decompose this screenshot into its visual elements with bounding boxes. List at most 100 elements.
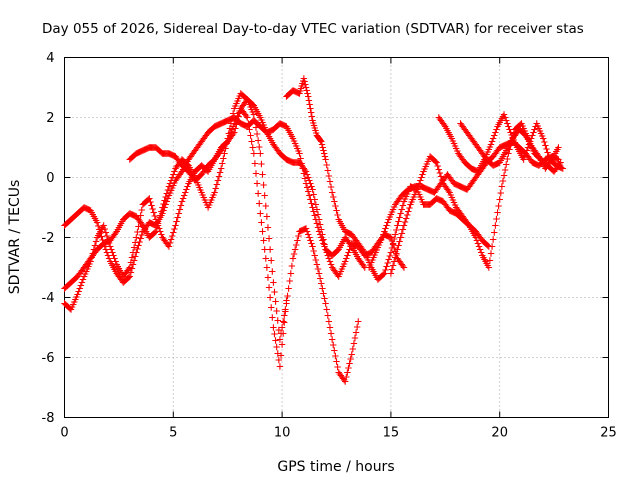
data-point <box>334 363 341 371</box>
data-point <box>102 229 110 236</box>
data-point <box>321 241 328 248</box>
data-point <box>247 132 254 139</box>
data-point <box>398 206 405 213</box>
y-tick-label: -2 <box>42 231 55 246</box>
data-point <box>165 243 173 250</box>
data-point <box>234 117 241 124</box>
data-point <box>163 190 170 197</box>
data-point <box>331 347 338 354</box>
data-point <box>257 210 264 217</box>
data-point <box>342 378 349 385</box>
y-axis-label: SDTVAR / TECUs <box>7 180 23 295</box>
data-point <box>171 168 178 175</box>
data-point <box>401 218 409 226</box>
data-point <box>91 242 99 249</box>
x-tick-label: 20 <box>491 426 508 441</box>
data-point <box>433 159 440 166</box>
data-point <box>315 270 323 277</box>
data-point <box>331 198 338 205</box>
data-point <box>493 126 500 133</box>
data-point <box>303 228 311 235</box>
data-point <box>297 155 304 162</box>
data-point <box>93 219 101 226</box>
data-point <box>166 239 174 247</box>
data-point <box>345 249 352 256</box>
data-point <box>268 304 275 311</box>
data-point <box>275 356 283 364</box>
data-point <box>501 114 509 121</box>
data-point <box>323 306 330 313</box>
data-point <box>213 181 221 188</box>
data-point <box>529 132 536 139</box>
data-point <box>306 101 313 108</box>
data-point <box>177 169 185 177</box>
series-arc-3 <box>61 105 290 370</box>
data-point <box>397 234 404 241</box>
data-point <box>169 232 176 240</box>
data-point <box>249 144 256 151</box>
data-point <box>256 200 263 207</box>
data-point <box>271 288 278 296</box>
data-point <box>103 249 111 256</box>
data-point <box>277 352 285 359</box>
data-point <box>382 266 389 274</box>
data-point <box>305 93 312 100</box>
data-point <box>134 245 141 253</box>
data-point <box>387 234 395 241</box>
data-point <box>534 151 541 159</box>
data-point <box>318 280 325 287</box>
data-point <box>316 275 324 282</box>
data-point <box>475 243 483 250</box>
data-point <box>270 279 277 286</box>
data-point <box>229 130 237 138</box>
data-point <box>342 258 349 265</box>
data-point <box>393 226 400 234</box>
data-point <box>264 224 272 231</box>
data-point <box>322 246 329 253</box>
data-point <box>500 172 508 179</box>
x-tick-label: 25 <box>600 426 617 441</box>
data-point <box>101 225 108 233</box>
data-point <box>383 222 390 229</box>
data-point <box>302 225 310 232</box>
data-point <box>151 229 159 236</box>
data-point <box>394 246 401 253</box>
data-point <box>137 212 144 219</box>
data-point <box>158 208 165 215</box>
data-point <box>110 252 117 259</box>
data-point <box>178 198 186 205</box>
data-point <box>345 364 352 372</box>
data-point <box>310 208 317 215</box>
data-point <box>346 360 353 367</box>
data-point <box>294 237 301 244</box>
data-point <box>309 186 316 193</box>
data-point <box>478 249 485 256</box>
data-point <box>327 330 335 337</box>
data-point <box>399 202 407 209</box>
data-point <box>325 172 333 180</box>
data-point <box>182 189 189 196</box>
data-point <box>418 174 425 181</box>
data-point <box>302 168 310 175</box>
data-point <box>229 110 237 117</box>
data-point <box>318 141 326 148</box>
data-point <box>320 290 327 297</box>
data-point <box>389 262 397 269</box>
data-point <box>305 188 312 195</box>
data-point <box>390 235 398 243</box>
data-points <box>61 75 567 385</box>
data-point <box>283 297 290 304</box>
data-point <box>272 298 279 305</box>
data-point <box>153 219 161 226</box>
data-point <box>150 209 157 216</box>
data-point <box>221 150 228 157</box>
data-point <box>170 229 177 236</box>
data-point <box>406 204 413 212</box>
data-point <box>265 235 273 242</box>
data-point <box>261 192 268 199</box>
data-point <box>215 173 223 180</box>
data-point <box>166 180 174 187</box>
data-point <box>437 173 445 180</box>
data-point <box>387 249 395 256</box>
y-tick-label: -6 <box>42 351 55 366</box>
